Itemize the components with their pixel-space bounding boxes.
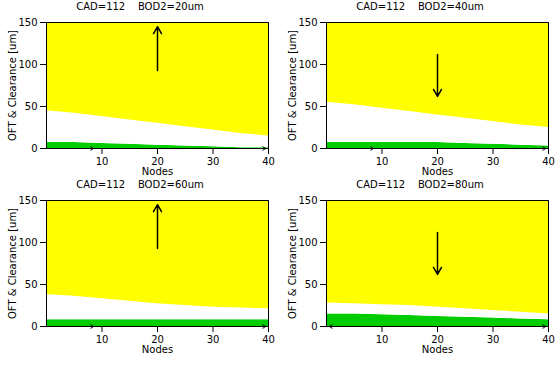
svg-text:0: 0: [311, 143, 317, 154]
svg-text:150: 150: [18, 17, 37, 28]
html-text:CAD=112 BOD2=60um: CAD=112 BOD2=60um: [76, 179, 204, 190]
svg-text:OFT & Clearance [um]: OFT & Clearance [um]: [7, 30, 18, 141]
svg-text:30: 30: [487, 334, 500, 345]
svg-text:50: 50: [25, 279, 38, 290]
svg-text:50: 50: [305, 101, 318, 112]
svg-text:10: 10: [376, 156, 389, 167]
svg-text:Nodes: Nodes: [422, 166, 453, 177]
svg-text:150: 150: [298, 195, 317, 206]
svg-text:Nodes: Nodes: [422, 344, 453, 355]
svg-text:10: 10: [376, 334, 389, 345]
svg-text:OFT & Clearance [um]: OFT & Clearance [um]: [7, 208, 18, 319]
svg-text:100: 100: [18, 59, 37, 70]
svg-text:10: 10: [96, 156, 109, 167]
svg-text:30: 30: [487, 156, 500, 167]
html-text:CAD=112 BOD2=80um: CAD=112 BOD2=80um: [356, 179, 484, 190]
svg-text:20: 20: [431, 333, 444, 345]
svg-text:100: 100: [18, 237, 37, 248]
svg-text:20: 20: [431, 155, 444, 167]
svg-text:OFT & Clearance [um]: OFT & Clearance [um]: [287, 30, 298, 141]
svg-text:0: 0: [31, 321, 37, 332]
svg-text:100: 100: [298, 59, 317, 70]
svg-text:Nodes: Nodes: [142, 166, 173, 177]
svg-text:40: 40: [542, 334, 555, 345]
svg-text:10: 10: [96, 334, 109, 345]
svg-text:OFT & Clearance [um]: OFT & Clearance [um]: [287, 208, 298, 319]
svg-text:0: 0: [311, 321, 317, 332]
svg-text:30: 30: [207, 334, 220, 345]
svg-text:20: 20: [151, 333, 164, 345]
svg-text:0: 0: [31, 143, 37, 154]
svg-text:150: 150: [298, 17, 317, 28]
html-text:CAD=112 BOD2=40um: CAD=112 BOD2=40um: [356, 1, 484, 12]
svg-text:50: 50: [305, 279, 318, 290]
svg-text:40: 40: [262, 334, 275, 345]
svg-text:100: 100: [298, 237, 317, 248]
svg-text:40: 40: [262, 156, 275, 167]
html-text:CAD=112 BOD2=20um: CAD=112 BOD2=20um: [76, 1, 204, 12]
svg-text:50: 50: [25, 101, 38, 112]
svg-text:30: 30: [207, 156, 220, 167]
svg-text:150: 150: [18, 195, 37, 206]
svg-text:Nodes: Nodes: [142, 344, 173, 355]
svg-text:20: 20: [151, 155, 164, 167]
svg-text:40: 40: [542, 156, 555, 167]
